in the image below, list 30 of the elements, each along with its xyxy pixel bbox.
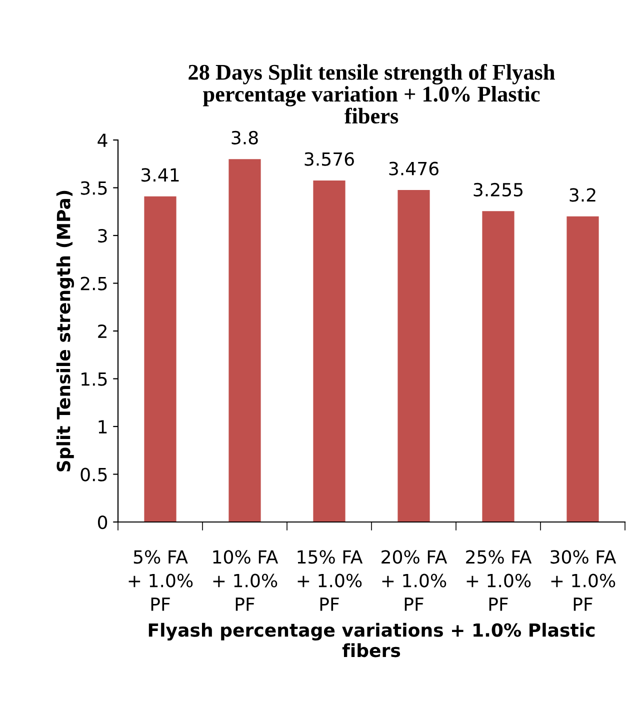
data-label: 3.576 xyxy=(304,152,354,166)
chart-title: 28 Days Split tensile strength of Flyash percentage variation + 1.0% Plastic fibers xyxy=(188,64,555,124)
bar xyxy=(566,216,599,522)
y-axis-title: Split Tensile strength (MPa) xyxy=(56,190,74,472)
data-label: 3.41 xyxy=(142,168,179,182)
x-tick-label: 30% FA + 1.0% PF xyxy=(550,550,616,611)
y-tick-label: 2.5 xyxy=(80,276,107,290)
data-label: 3.8 xyxy=(232,130,258,144)
y-tick-label: 0.5 xyxy=(80,468,107,482)
bar xyxy=(313,180,346,522)
x-tick-label: 20% FA + 1.0% PF xyxy=(382,550,448,611)
x-tick-label: 15% FA + 1.0% PF xyxy=(298,550,363,611)
bar xyxy=(228,159,261,522)
y-tick-label: 2 xyxy=(98,324,106,338)
x-tick-label: 25% FA + 1.0% PF xyxy=(466,550,532,611)
data-label: 3.476 xyxy=(389,162,438,176)
x-tick-label: 10% FA + 1.0% PF xyxy=(213,550,278,611)
y-tick-label: 3 xyxy=(98,228,107,243)
y-tick-label: 1 xyxy=(98,420,107,434)
bar xyxy=(482,211,514,522)
bar xyxy=(144,196,176,522)
y-tick-label: 1.5 xyxy=(82,372,107,386)
y-tick-label: 3.5 xyxy=(80,181,107,195)
y-tick-label: 0 xyxy=(98,515,108,530)
data-label: 3.255 xyxy=(474,182,523,197)
data-label: 3.2 xyxy=(570,188,596,202)
bar xyxy=(398,190,430,522)
y-tick-label: 4 xyxy=(98,134,108,147)
x-tick-label: 5% FA + 1.0% PF xyxy=(128,550,193,611)
x-axis-title: Flyash percentage variations + 1.0% Plastic fibers xyxy=(148,622,595,658)
